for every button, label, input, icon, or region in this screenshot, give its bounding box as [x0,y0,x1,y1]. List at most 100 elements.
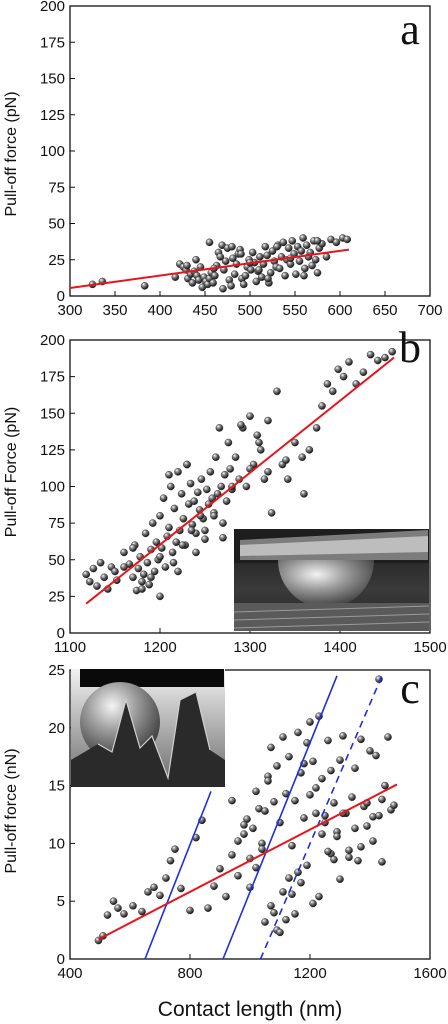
data-point-c [234,837,242,845]
data-point-c [285,874,293,882]
y-tick-label: 75 [48,515,65,532]
data-point-a [216,253,225,261]
data-point-c [336,756,344,764]
fit-line-b [85,356,395,605]
data-point-b [156,512,164,520]
data-point-b [187,526,196,535]
data-point-b [129,544,137,552]
data-point-a [264,274,272,283]
data-point-b [323,380,332,388]
data-point-c [273,762,281,770]
data-point-b [224,438,233,447]
y-tick-label: 50 [48,552,65,569]
x-tick-label: 450 [192,302,217,319]
y-tick-label: 0 [57,625,65,642]
x-tick-label: 800 [177,965,202,982]
data-point-a [297,247,306,255]
data-point-b [219,533,227,542]
data-point-b [170,504,179,513]
data-point-a [221,257,230,266]
data-point-b [202,485,211,494]
data-point-a [275,264,284,273]
data-point-b [300,490,308,498]
guide-line-c [144,791,212,960]
x-tick-label: 300 [57,302,82,319]
x-axis-label-c: Contact length (nm) [158,998,342,1021]
data-point-c [120,910,128,918]
x-tick-label: 1100 [54,639,86,656]
data-point-b [190,497,198,505]
data-point-a [228,242,236,251]
data-point-c [216,865,224,873]
data-point-c [336,875,344,884]
data-point-c [285,752,293,761]
data-point-a [308,261,316,270]
data-point-a [279,238,288,247]
data-point-c [318,774,326,783]
data-point-a [239,280,248,289]
data-point-c [333,832,341,841]
data-point-a [281,271,289,280]
data-point-a [292,270,300,279]
afm-inset-image-c [71,669,225,787]
data-point-c [144,888,152,896]
data-point-b [339,372,348,381]
data-point-a [343,235,352,244]
data-point-b [242,482,251,491]
panel-b: 1100 1200 1300 1400 1500 0 25 50 75 100 125 150 175 2… [3,323,447,656]
data-point-b [334,365,343,374]
panel-a: 300 350 400 450 500 550 600 650 700 0 25 50 75 100 125… [3,0,443,319]
data-point-c [327,766,335,775]
data-point-b [172,538,180,546]
data-point-c [378,795,386,804]
data-point-c [357,843,365,851]
data-point-c [324,847,332,856]
data-point-c [234,871,242,880]
y-tick-label: 20 [48,720,65,737]
y-tick-label: 200 [40,332,65,349]
data-point-a [237,250,245,258]
data-point-b [111,567,119,576]
data-point-b [174,468,182,476]
data-point-a [205,238,214,247]
data-point-c [309,899,317,908]
data-point-a [311,255,320,264]
data-point-b [273,387,281,396]
data-point-c [166,856,175,865]
data-point-a [284,244,293,252]
data-point-b [96,558,105,567]
data-point-c [351,764,359,773]
data-point-b [260,475,269,483]
y-tick-label: 125 [40,107,65,124]
data-point-c [378,858,386,866]
data-point-c [351,824,359,833]
data-point-c [210,882,218,890]
data-point-a [188,279,197,287]
data-point-c [279,888,287,896]
data-point-c [324,736,332,745]
data-point-c [384,733,392,741]
x-tick-label: 1500 [413,639,446,656]
guide-line-c [222,675,338,960]
y-tick-label: 25 [48,252,65,269]
data-point-a [227,282,235,290]
data-point-b [82,570,90,579]
y-tick-label: 25 [48,662,65,679]
data-point-c [240,830,248,838]
data-point-b [100,573,108,582]
data-point-b [255,438,263,447]
panel-label-a: a [400,5,420,54]
data-point-b [318,402,326,410]
data-point-b [174,567,182,576]
data-point-b [156,592,164,601]
y-tick-label: 15 [48,778,65,795]
data-point-c [177,884,185,893]
data-point-b [165,523,173,532]
y-tick-label: 10 [48,835,65,852]
data-point-c [162,874,170,882]
data-point-a [332,238,341,247]
data-point-c [156,891,164,900]
data-point-b [253,431,262,440]
data-point-b [345,358,353,366]
data-point-b [150,567,159,576]
